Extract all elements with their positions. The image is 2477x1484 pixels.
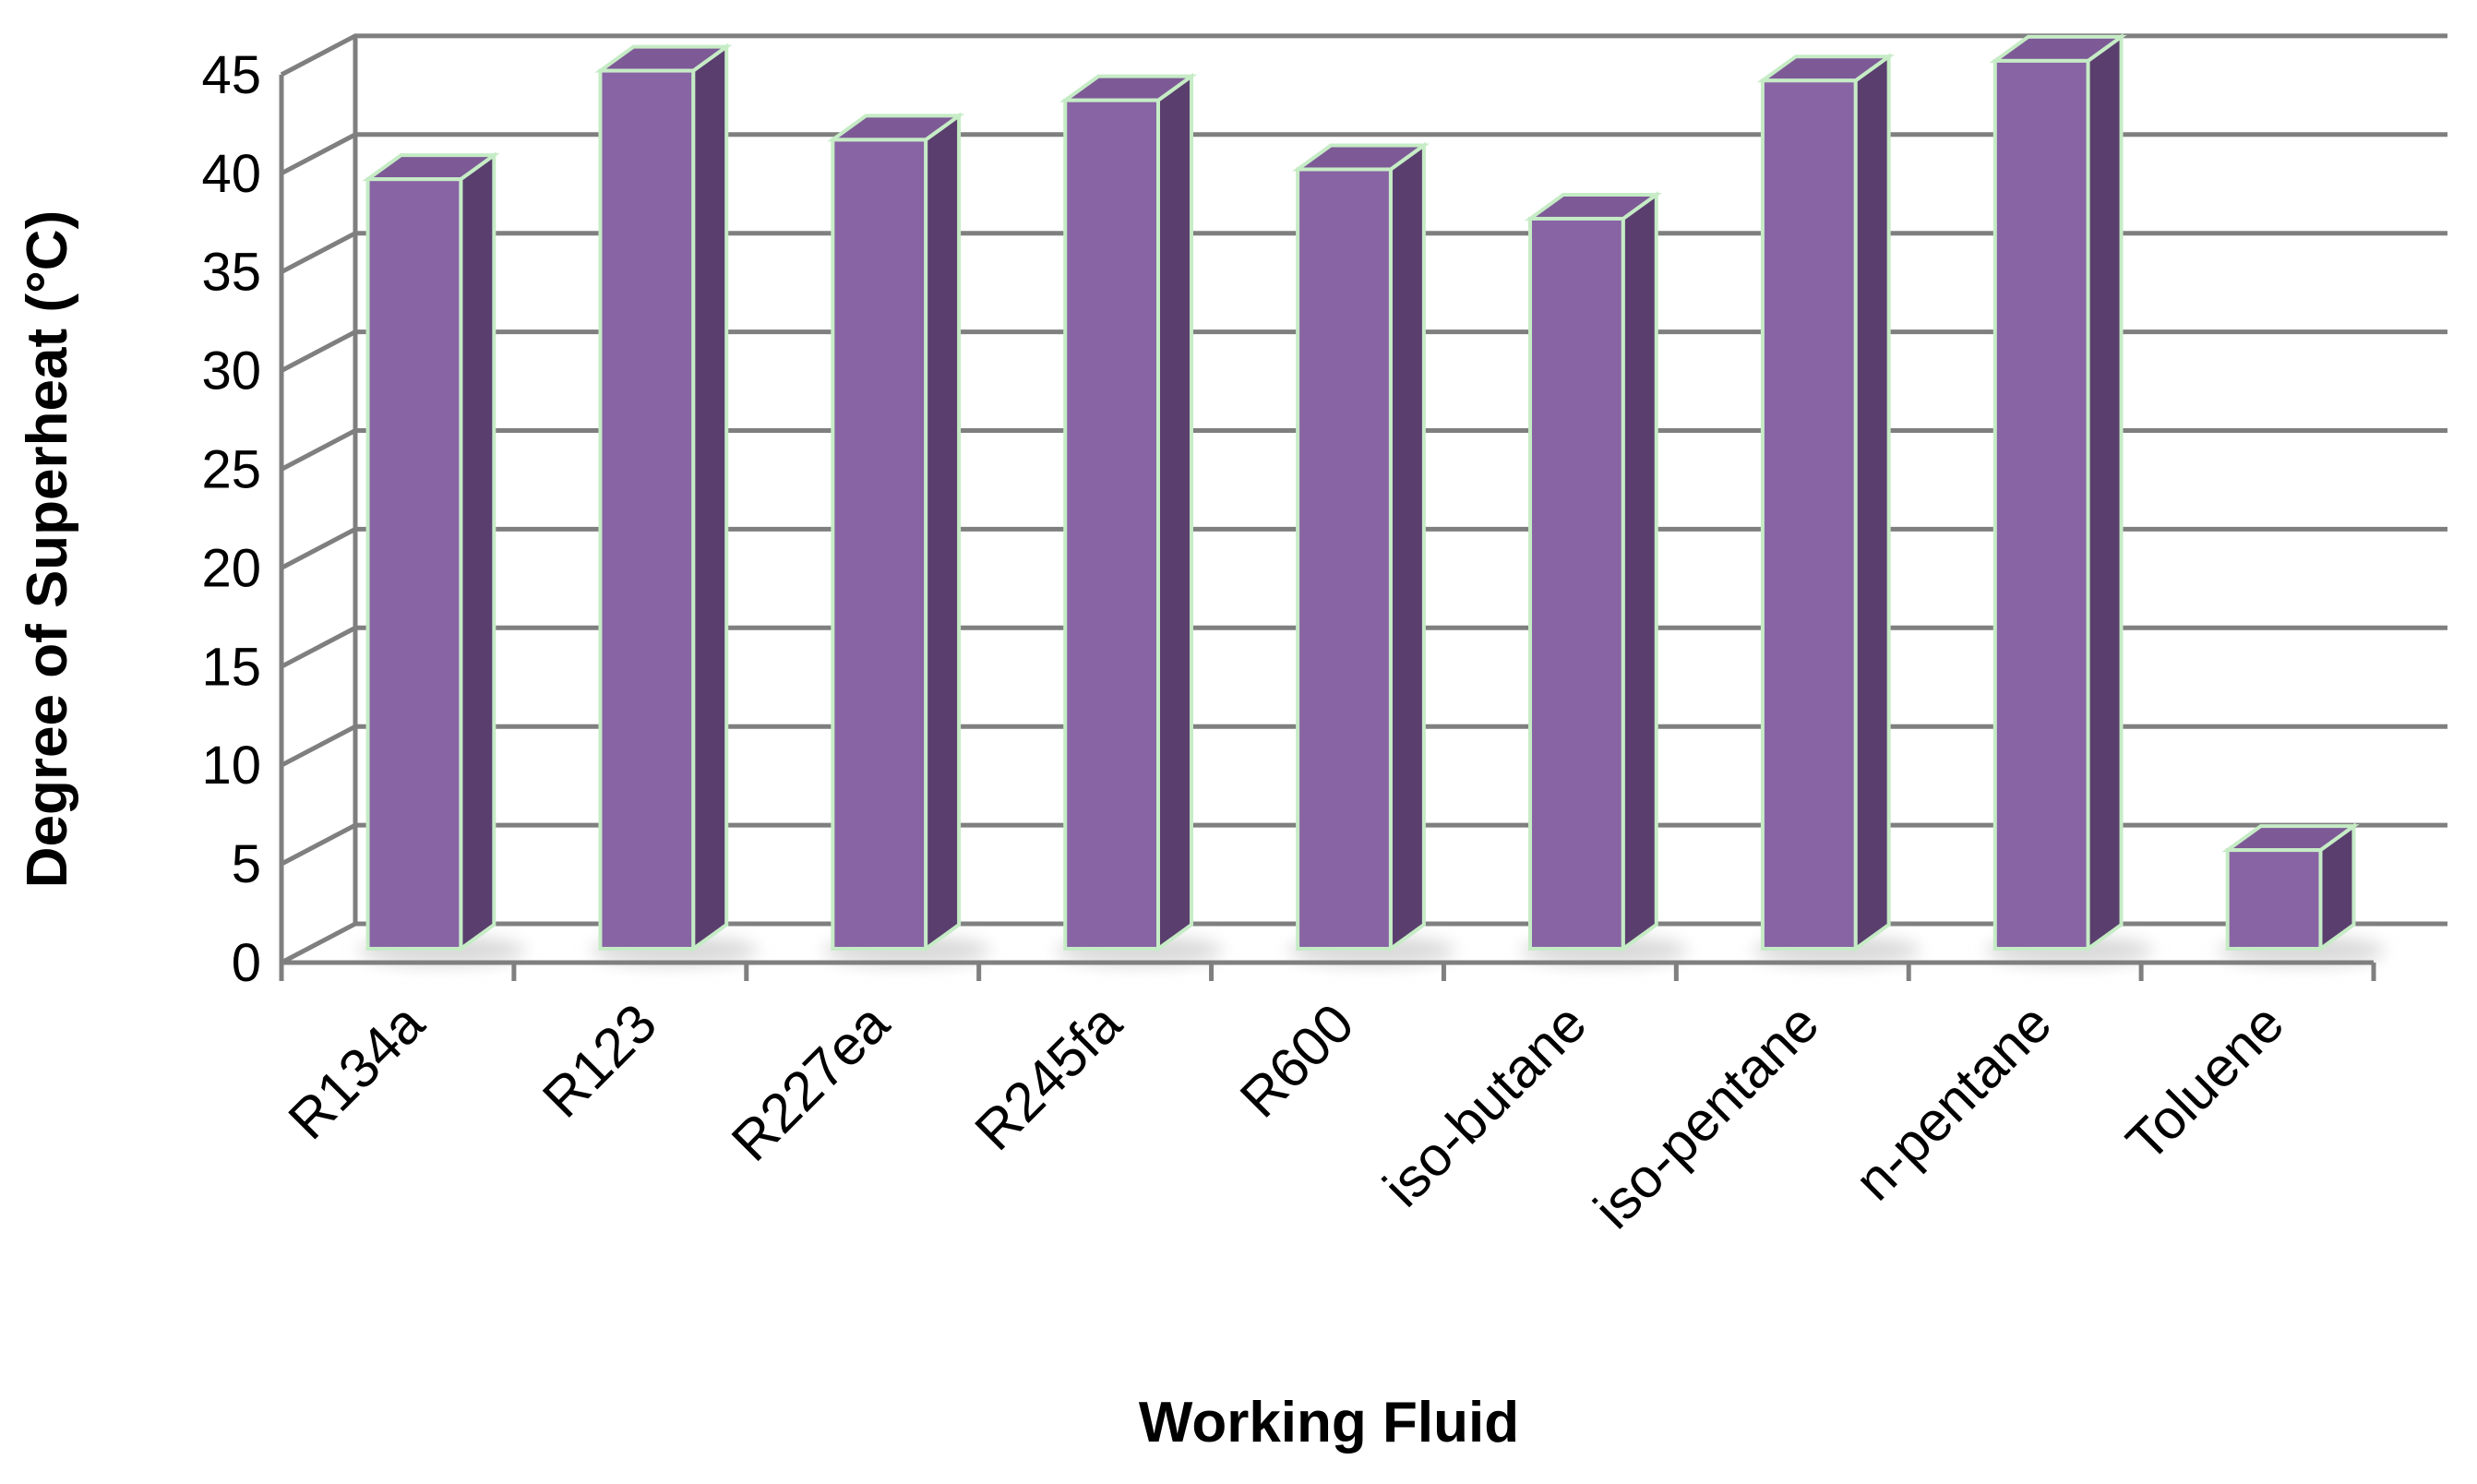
bar-front-face — [831, 138, 928, 951]
bar-side-face — [459, 151, 497, 952]
y-tick-label: 0 — [232, 933, 261, 993]
bar-side-face — [691, 42, 729, 952]
labels: 0 5 10 15 20 25 30 35 40 45 R134a R123 R227ea R245fa R… — [201, 45, 2295, 1240]
bars — [362, 32, 2360, 952]
x-tick-label: R245fa — [963, 991, 1134, 1162]
bar — [594, 42, 733, 952]
bar-side-face — [1388, 141, 1426, 952]
x-tick-label: Toluene — [2114, 992, 2295, 1173]
x-tick-label: iso-pentane — [1582, 992, 1830, 1240]
x-tick-label: R123 — [531, 992, 668, 1130]
bar — [1524, 191, 1662, 952]
y-tick-label: 20 — [201, 538, 261, 598]
y-tick-label: 5 — [232, 834, 261, 894]
bar-front-face — [598, 68, 696, 951]
y-tick-label: 25 — [201, 440, 261, 500]
y-tick-label: 15 — [201, 637, 261, 697]
bar-side-face — [1155, 72, 1193, 952]
bar — [362, 151, 500, 952]
x-tick-label: n-pentane — [1843, 992, 2063, 1212]
x-tick-label: R134a — [277, 991, 437, 1151]
bar-front-face — [2225, 848, 2323, 951]
x-tick-label: iso-butane — [1371, 992, 1598, 1219]
bar-front-face — [365, 177, 463, 951]
bar-front-face — [1296, 167, 1393, 951]
y-axis-title: Degree of Superheat (°C) — [16, 210, 79, 888]
y-tick-label: 40 — [201, 144, 261, 204]
x-tick-label: R227ea — [720, 991, 901, 1172]
bar-side-face — [2086, 32, 2124, 952]
bar-front-face — [1992, 58, 2090, 951]
bar-side-face — [924, 112, 962, 952]
bar — [827, 112, 965, 952]
bar — [2221, 822, 2360, 952]
bar-front-face — [1760, 78, 1858, 951]
x-axis-title: Working Fluid — [1139, 1391, 1519, 1454]
y-tick-label: 10 — [201, 736, 261, 796]
axes — [279, 35, 2376, 981]
bar-front-face — [1528, 216, 1625, 951]
bar — [1059, 72, 1198, 952]
bar-side-face — [1853, 53, 1891, 952]
bar — [1756, 53, 1895, 952]
bar — [1291, 141, 1430, 952]
y-tick-label: 30 — [201, 341, 261, 401]
x-tick-label: R600 — [1228, 992, 1366, 1130]
y-tick-label: 45 — [201, 45, 261, 105]
bar-side-face — [1621, 191, 1658, 952]
bar-front-face — [1063, 98, 1160, 951]
bar — [1989, 32, 2127, 952]
y-tick-label: 35 — [201, 243, 261, 303]
